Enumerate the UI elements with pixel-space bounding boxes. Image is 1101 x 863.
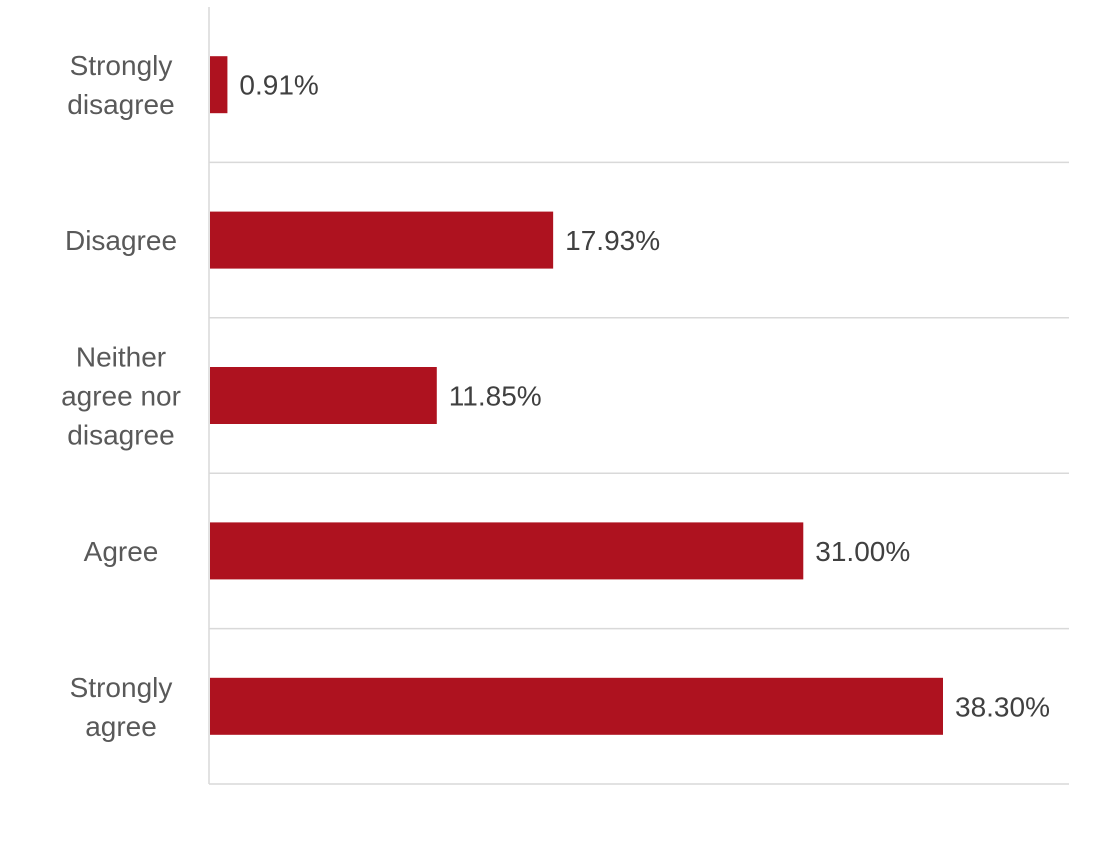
bar-strongly-agree	[210, 677, 943, 735]
category-label-line: Agree	[84, 536, 159, 567]
category-label-line: agree	[85, 711, 157, 742]
category-labels: Strongly disagree Disagree Neither agree nor…	[61, 50, 181, 742]
data-label: 11.85%	[449, 381, 542, 412]
category-label-line: Strongly	[70, 672, 173, 703]
category-label-line: disagree	[67, 420, 174, 451]
category-label: Agree	[84, 536, 159, 567]
data-label: 31.00%	[815, 536, 910, 567]
bar-neither-agree-nor-disagree	[210, 367, 437, 424]
category-label: Strongly disagree	[67, 50, 174, 120]
bars	[210, 56, 943, 735]
category-label-line: agree nor	[61, 381, 181, 412]
data-label: 38.30%	[955, 691, 1050, 722]
category-label-line: disagree	[67, 89, 174, 120]
category-label: Neither agree nor disagree	[61, 342, 181, 451]
category-label-line: Strongly	[70, 50, 173, 81]
bar-agree	[210, 522, 804, 580]
gridlines	[208, 7, 1069, 785]
data-label: 17.93%	[565, 225, 660, 256]
bar-disagree	[210, 211, 554, 269]
category-label-line: Neither	[76, 342, 166, 373]
category-label: Strongly agree	[70, 672, 173, 742]
category-label: Disagree	[65, 225, 177, 256]
category-label-line: Disagree	[65, 225, 177, 256]
data-labels: 0.91% 17.93% 11.85% 31.00% 38.30%	[239, 70, 1050, 723]
data-label: 0.91%	[239, 70, 318, 101]
bar-strongly-disagree	[210, 56, 228, 114]
